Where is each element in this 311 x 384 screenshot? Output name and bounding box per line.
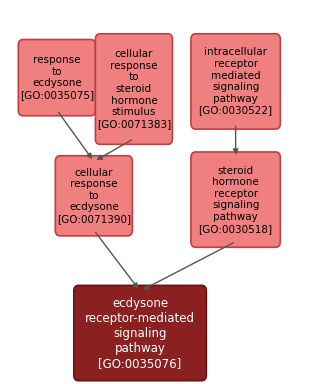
Text: response
to
ecdysone
[GO:0035075]: response to ecdysone [GO:0035075] bbox=[20, 55, 94, 100]
FancyBboxPatch shape bbox=[74, 285, 207, 381]
FancyBboxPatch shape bbox=[191, 34, 280, 129]
Text: steroid
hormone
receptor
signaling
pathway
[GO:0030518]: steroid hormone receptor signaling pathw… bbox=[199, 166, 273, 233]
Text: cellular
response
to
ecdysone
[GO:0071390]: cellular response to ecdysone [GO:007139… bbox=[57, 167, 131, 224]
FancyBboxPatch shape bbox=[55, 156, 132, 236]
FancyBboxPatch shape bbox=[191, 152, 280, 247]
Text: intracellular
receptor
mediated
signaling
pathway
[GO:0030522]: intracellular receptor mediated signalin… bbox=[199, 48, 273, 116]
FancyBboxPatch shape bbox=[18, 40, 95, 116]
Text: ecdysone
receptor-mediated
signaling
pathway
[GO:0035076]: ecdysone receptor-mediated signaling pat… bbox=[85, 296, 195, 369]
Text: cellular
response
to
steroid
hormone
stimulus
[GO:0071383]: cellular response to steroid hormone sti… bbox=[97, 49, 171, 129]
FancyBboxPatch shape bbox=[95, 34, 173, 144]
